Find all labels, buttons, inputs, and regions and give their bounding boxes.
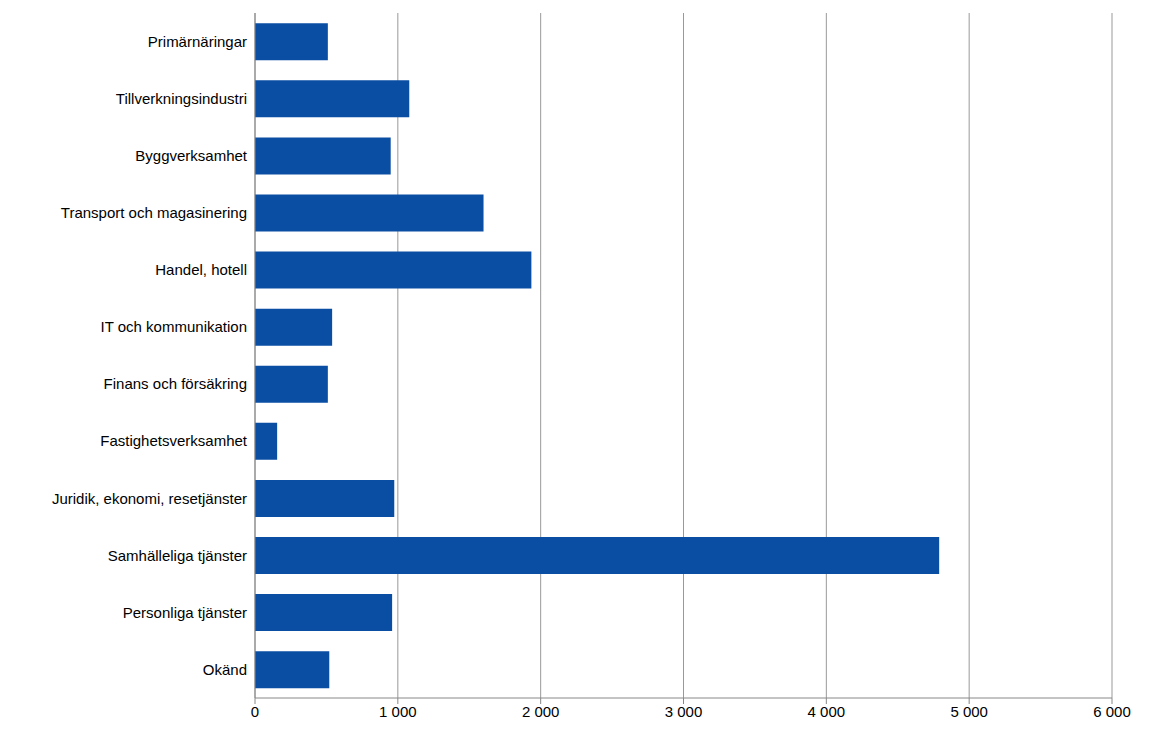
svg-text:Samhälleliga tjänster: Samhälleliga tjänster	[108, 547, 247, 564]
svg-text:1 000: 1 000	[379, 703, 417, 720]
svg-text:Tillverkningsindustri: Tillverkningsindustri	[116, 90, 247, 107]
svg-text:Personliga tjänster: Personliga tjänster	[123, 604, 247, 621]
svg-text:Primärnäringar: Primärnäringar	[148, 33, 247, 50]
svg-text:Byggverksamhet: Byggverksamhet	[135, 147, 248, 164]
svg-text:0: 0	[251, 703, 259, 720]
svg-text:Okänd: Okänd	[203, 661, 247, 678]
svg-text:4 000: 4 000	[808, 703, 846, 720]
svg-text:Juridik, ekonomi, resetjänster: Juridik, ekonomi, resetjänster	[52, 490, 247, 507]
svg-text:3 000: 3 000	[665, 703, 703, 720]
svg-text:2 000: 2 000	[522, 703, 560, 720]
svg-text:IT och kommunikation: IT och kommunikation	[101, 318, 247, 335]
svg-text:Transport och magasinering: Transport och magasinering	[61, 204, 247, 221]
svg-text:5 000: 5 000	[950, 703, 988, 720]
svg-text:6 000: 6 000	[1093, 703, 1131, 720]
svg-text:Fastighetsverksamhet: Fastighetsverksamhet	[100, 432, 248, 449]
svg-text:Finans och försäkring: Finans och försäkring	[104, 375, 247, 392]
svg-text:Handel, hotell: Handel, hotell	[155, 261, 247, 278]
